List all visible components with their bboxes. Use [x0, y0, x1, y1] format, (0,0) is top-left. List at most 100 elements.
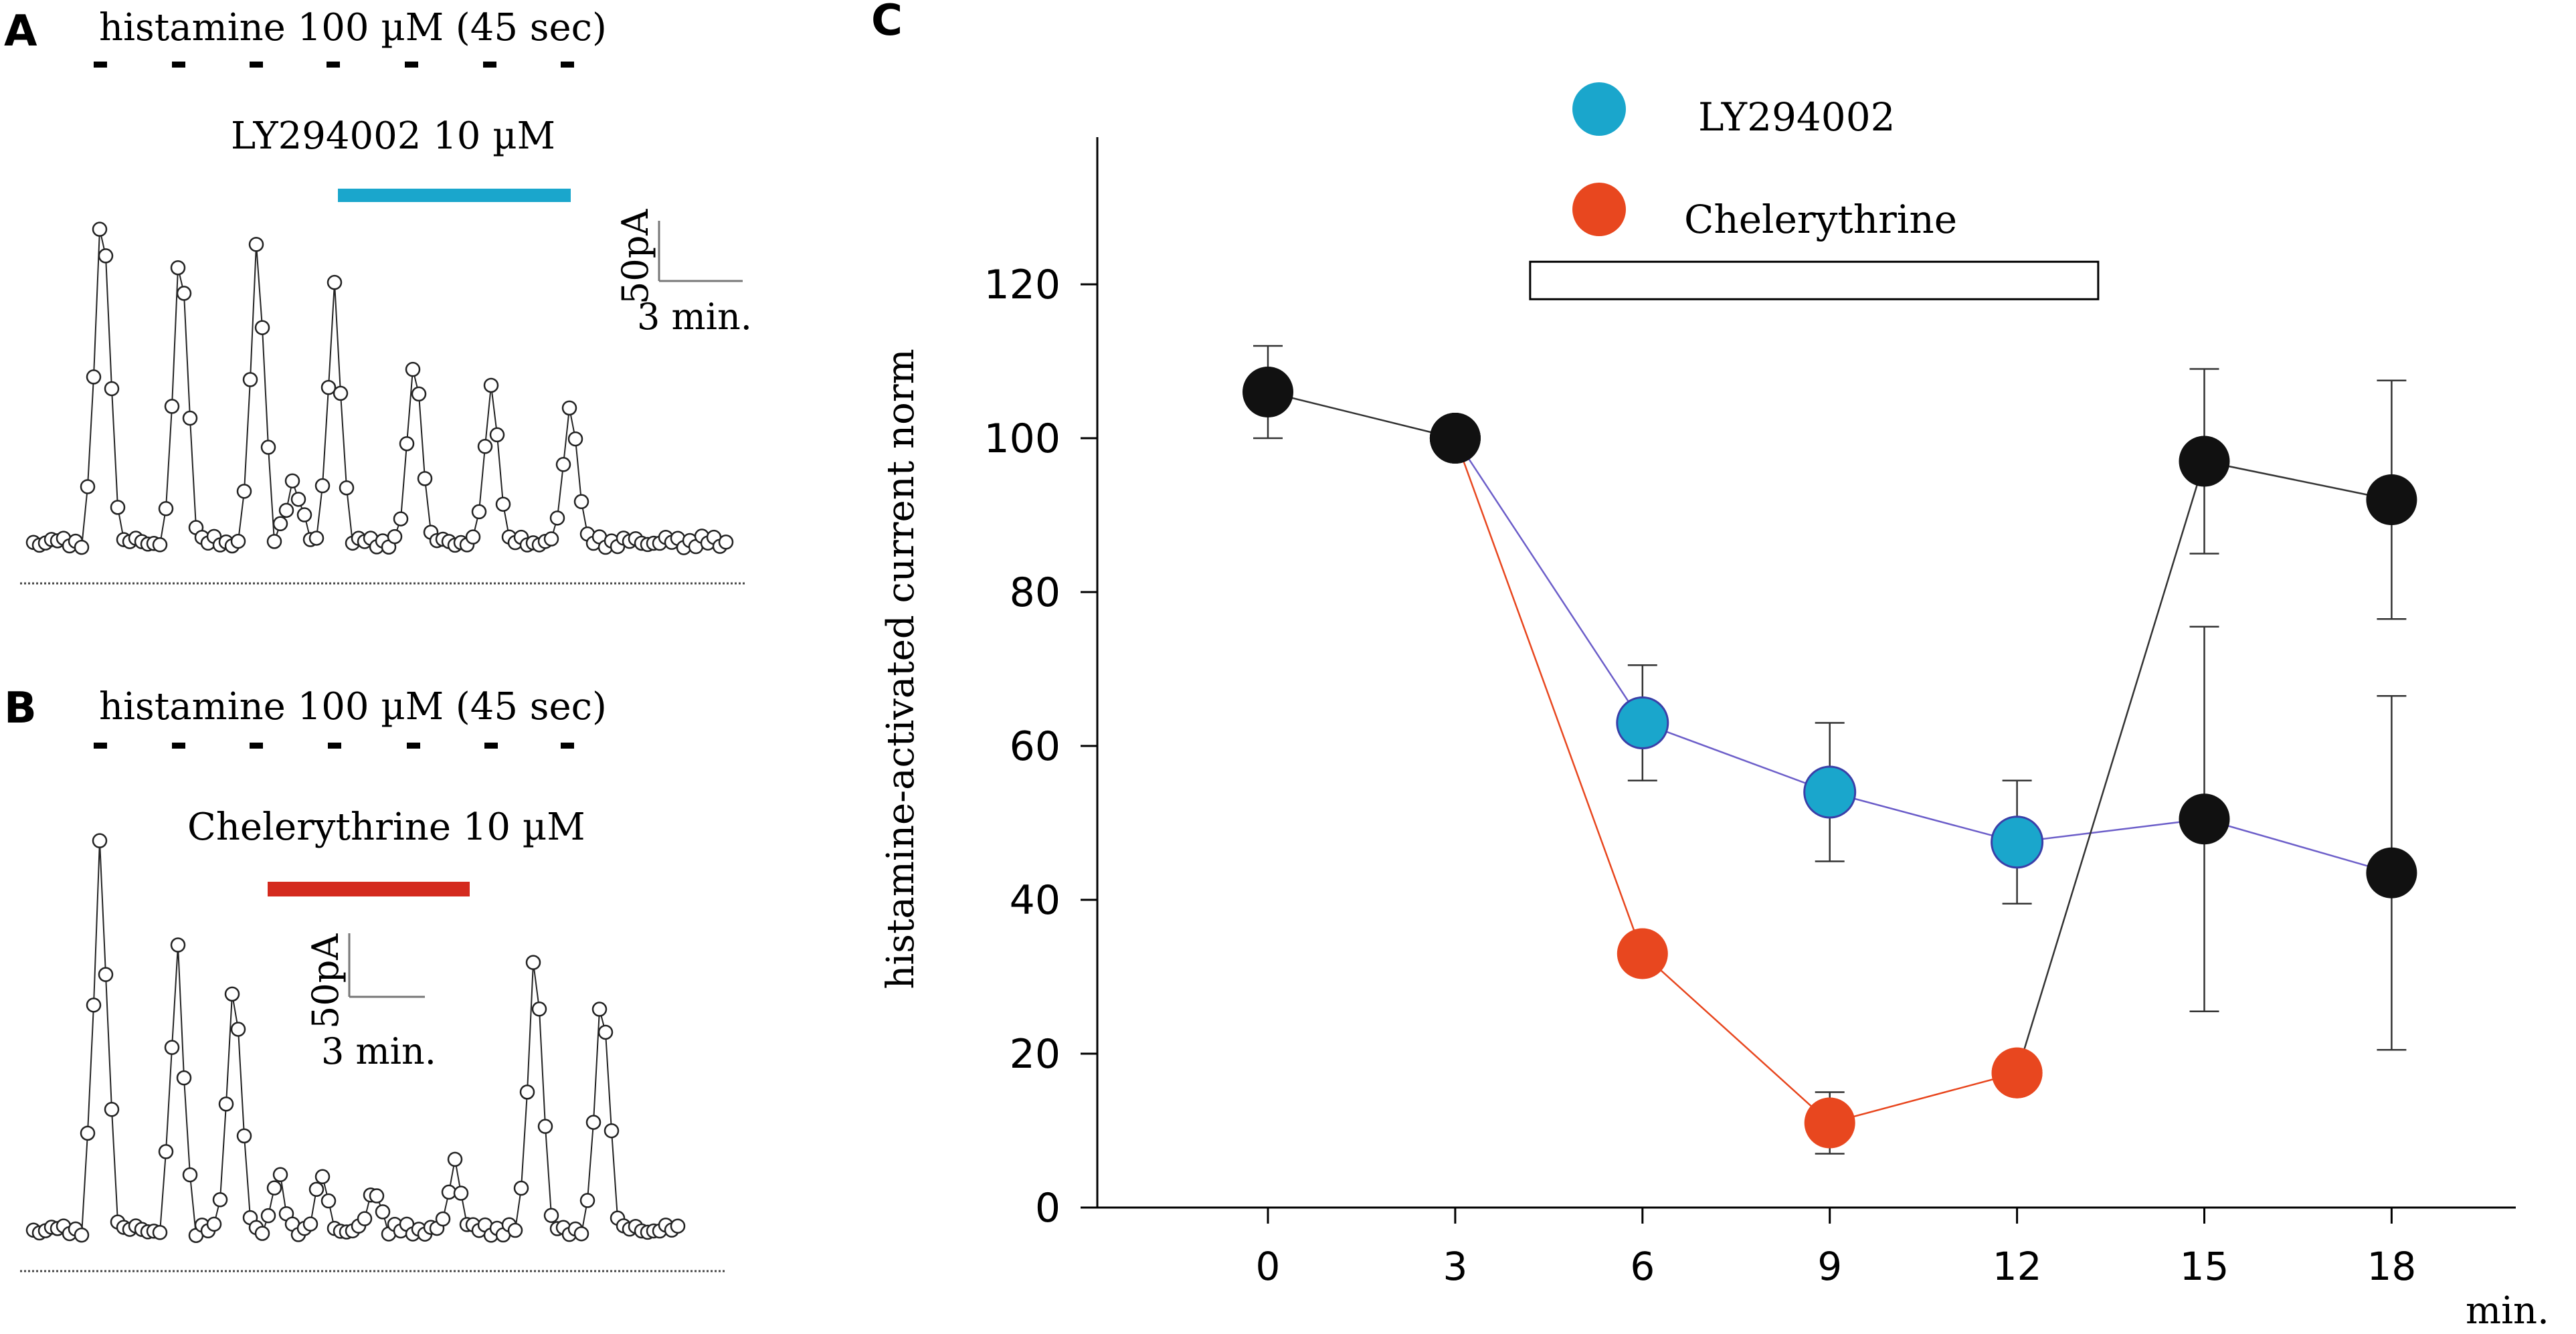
trace-point [573, 494, 589, 510]
stimulus-dash [172, 743, 185, 749]
data-point-chelerythrine-recovery [1991, 1047, 2043, 1099]
trace-point [74, 1227, 90, 1243]
panel-b-current-trace [25, 833, 686, 1243]
trace-point [152, 1225, 168, 1240]
trace-point [80, 479, 96, 494]
panel-b-drug-bar [268, 882, 470, 896]
trace-point [314, 478, 331, 494]
data-point-ly294002 [2179, 793, 2230, 845]
y-tick-label: 60 [1010, 723, 1061, 770]
data-point-baseline [1429, 413, 1481, 464]
trace-point [561, 400, 577, 416]
y-tick-label: 40 [1010, 877, 1061, 924]
trace-point [465, 529, 481, 545]
trace-point [718, 535, 734, 550]
stimulus-dash [250, 743, 263, 749]
panel-b-letter: B [4, 684, 37, 733]
stimulus-dash [328, 743, 341, 749]
trace-point [585, 1115, 602, 1130]
trace-point [573, 1226, 589, 1242]
panel-a-scale-current: 50pA [614, 209, 656, 304]
panel-b-scale-bar: 50pA 3 min. [304, 933, 436, 1072]
trace-point [483, 377, 499, 393]
stimulus-dash [250, 62, 263, 68]
panel-c-letter: C [871, 0, 903, 45]
stimulus-dash [407, 743, 420, 749]
x-tick-label: 3 [1443, 1244, 1467, 1289]
stimulus-dash [483, 62, 496, 68]
y-tick-label: 80 [1010, 569, 1061, 616]
x-axis-label: min. [2466, 1289, 2549, 1333]
trace-point [212, 1192, 228, 1208]
trace-point [453, 1185, 469, 1201]
trace-point [519, 1084, 535, 1100]
trace-point [254, 1226, 270, 1241]
trace-point [218, 1096, 234, 1112]
panel-a-stimulus-label: histamine 100 µM (45 sec) [99, 6, 607, 50]
trace-point [170, 260, 186, 276]
y-tick-label: 120 [984, 262, 1061, 308]
series-line-ly294002 [1454, 438, 2392, 874]
trace-point [477, 439, 493, 454]
trace-point [278, 502, 294, 518]
stimulus-dash [561, 62, 574, 68]
trace-point [170, 937, 186, 953]
panel-b-stimulus-markers [94, 743, 574, 749]
trace-point [531, 1002, 547, 1017]
trace-point [176, 1070, 192, 1086]
panel-a-current-trace [25, 221, 734, 555]
trace-point [405, 361, 421, 377]
trace-point [597, 1024, 614, 1040]
trace-point [537, 1119, 553, 1134]
trace-point [176, 286, 192, 301]
trace-point [357, 1211, 373, 1226]
x-tick-label: 18 [2367, 1244, 2416, 1289]
data-point-baseline [1243, 367, 1293, 417]
panel-b-drug-label: Chelerythrine 10 µM [187, 805, 585, 849]
panel-b-stimulus-label: histamine 100 µM (45 sec) [99, 685, 607, 729]
trace-point [543, 531, 559, 547]
trace-point [158, 501, 174, 516]
trace-point [230, 533, 246, 549]
trace-point [314, 1169, 331, 1185]
trace-point [435, 1211, 451, 1227]
trace-point [80, 1125, 96, 1141]
trace-point [471, 504, 487, 520]
x-axis-ticks: 0 3 6 9 12 15 18 [1256, 1208, 2416, 1289]
trace-point [290, 492, 306, 507]
stimulus-dash [484, 743, 498, 749]
trace-point [339, 480, 355, 496]
panel-a-scale-time: 3 min. [637, 296, 752, 338]
legend-label-chelerythrine: Chelerythrine [1684, 197, 1957, 242]
y-tick-label: 0 [1035, 1185, 1061, 1232]
panel-a-drug-label: LY294002 10 µM [231, 114, 555, 158]
trace-point [260, 440, 276, 455]
data-point-ly294002 [2366, 847, 2417, 898]
trace-point [98, 967, 114, 982]
trace-point [308, 531, 325, 546]
stimulus-dash [327, 62, 340, 68]
trace-point [417, 471, 433, 486]
trace-point [507, 1222, 523, 1238]
data-point-ly294002 [1616, 696, 1669, 749]
trace-point [296, 507, 312, 522]
panel-c: C LY294002 Chelerythrine 0 3 6 9 12 15 18 0 20 4… [871, 0, 2549, 1333]
y-axis-label: histamine-activated current norm [879, 349, 923, 989]
treatment-period-bar [1529, 260, 2100, 300]
x-tick-label: 12 [1993, 1244, 2042, 1289]
trace-point [591, 1002, 608, 1017]
panel-b: B histamine 100 µM (45 sec) Chelerythrin… [4, 684, 726, 1272]
trace-point [236, 484, 252, 499]
trace-point [525, 955, 541, 970]
trace-point [104, 1102, 120, 1117]
data-point-chelerythrine-recovery [2179, 436, 2230, 487]
stimulus-dash [172, 62, 185, 68]
trace-point [327, 274, 343, 290]
trace-point [447, 1151, 463, 1167]
trace-point [543, 1208, 559, 1224]
series-line-baseline [1267, 391, 1456, 440]
legend-label-ly294002: LY294002 [1698, 94, 1896, 140]
data-point-chelerythrine-recovery [2366, 474, 2417, 525]
series-line-chelerythrine [1454, 438, 2017, 1124]
trace-point [248, 237, 264, 252]
